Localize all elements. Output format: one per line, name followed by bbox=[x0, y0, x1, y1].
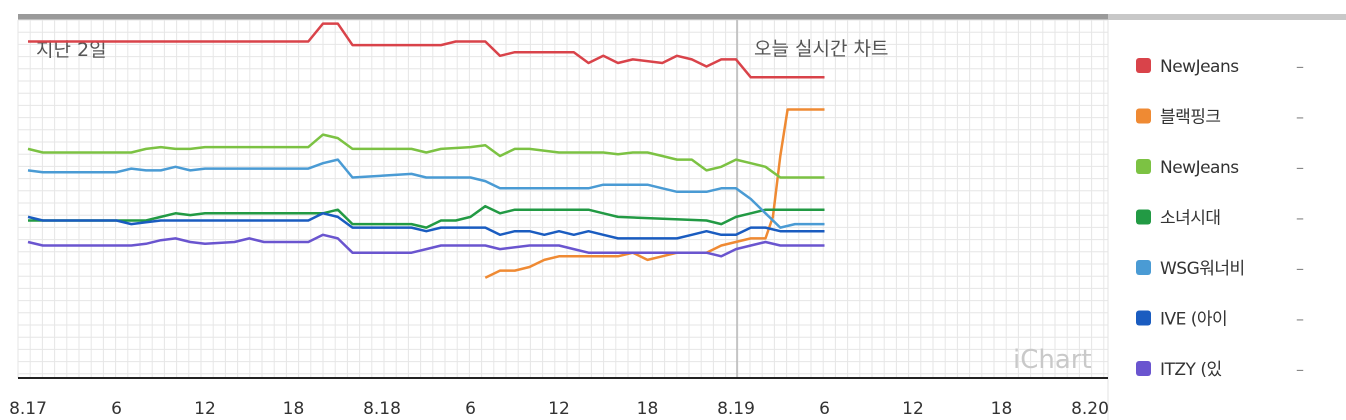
x-tick-label: 6 bbox=[111, 399, 122, 419]
x-tick-label: 18 bbox=[283, 399, 305, 419]
legend-swatch[interactable] bbox=[1136, 108, 1151, 124]
x-tick-label: 12 bbox=[194, 399, 216, 419]
legend-swatch[interactable] bbox=[1136, 361, 1151, 376]
series-line-3[interactable] bbox=[28, 204, 825, 229]
legend-swatch[interactable] bbox=[1136, 58, 1151, 73]
legend-swatch[interactable] bbox=[1136, 159, 1151, 174]
x-tick-label: 12 bbox=[548, 399, 570, 419]
x-tick-labels: 8.17 6 12 18 8.18 6 12 18 8.19 6 12 18 8.20 bbox=[9, 399, 1109, 419]
x-tick-label: 18 bbox=[637, 399, 659, 419]
legend-label[interactable]: 블랙핑크 bbox=[1160, 108, 1221, 128]
legend-value: – bbox=[1296, 310, 1304, 329]
legend-value: – bbox=[1296, 158, 1304, 177]
x-tick-label: 8.19 bbox=[717, 399, 755, 419]
legend-label[interactable]: 소녀시대 bbox=[1160, 209, 1221, 229]
legend-label[interactable]: NewJeans bbox=[1160, 57, 1240, 77]
legend-label[interactable]: ITZY (있 bbox=[1160, 360, 1222, 380]
top-scroll-band bbox=[18, 14, 1108, 20]
legend-swatch[interactable] bbox=[1136, 310, 1151, 326]
legend-label[interactable]: WSG워너비 bbox=[1160, 259, 1245, 279]
x-tick-label: 6 bbox=[819, 399, 830, 419]
series-line-6[interactable] bbox=[27, 233, 825, 258]
series-line-4[interactable] bbox=[27, 158, 825, 229]
x-tick-label: 8.20 bbox=[1071, 399, 1109, 419]
left-section-label: 지난 2일 bbox=[36, 39, 107, 61]
legend-label[interactable]: IVE (아이 bbox=[1160, 310, 1228, 330]
series-line-5[interactable] bbox=[27, 212, 825, 240]
series-line-0[interactable] bbox=[28, 22, 825, 79]
legend-value: – bbox=[1296, 108, 1304, 127]
series-layer bbox=[27, 22, 825, 279]
x-tick-label: 6 bbox=[465, 399, 476, 419]
series-line-2[interactable] bbox=[27, 133, 825, 179]
x-tick-label: 12 bbox=[902, 399, 924, 419]
center-section-label: 오늘 실시간 차트 bbox=[754, 38, 888, 60]
x-tick-label: 18 bbox=[991, 399, 1013, 419]
legend-swatch[interactable] bbox=[1136, 260, 1151, 275]
top-scroll-band-right bbox=[1108, 14, 1346, 20]
x-tick-label: 8.18 bbox=[363, 399, 401, 419]
grid bbox=[17, 19, 1108, 378]
legend-value: – bbox=[1296, 209, 1304, 228]
watermark: iChart bbox=[1013, 345, 1092, 375]
x-tick-label: 8.17 bbox=[9, 399, 47, 419]
legend-value: – bbox=[1296, 360, 1304, 379]
legend-swatch[interactable] bbox=[1136, 209, 1151, 225]
legend-value: – bbox=[1296, 57, 1304, 76]
plot-area bbox=[18, 20, 1108, 378]
legend-value: – bbox=[1296, 259, 1304, 278]
legend: NewJeans – 블랙핑크 – NewJeans – 소녀시대 – WSG워너비 – IVE (… bbox=[1136, 57, 1304, 380]
legend-label[interactable]: NewJeans bbox=[1160, 158, 1240, 178]
